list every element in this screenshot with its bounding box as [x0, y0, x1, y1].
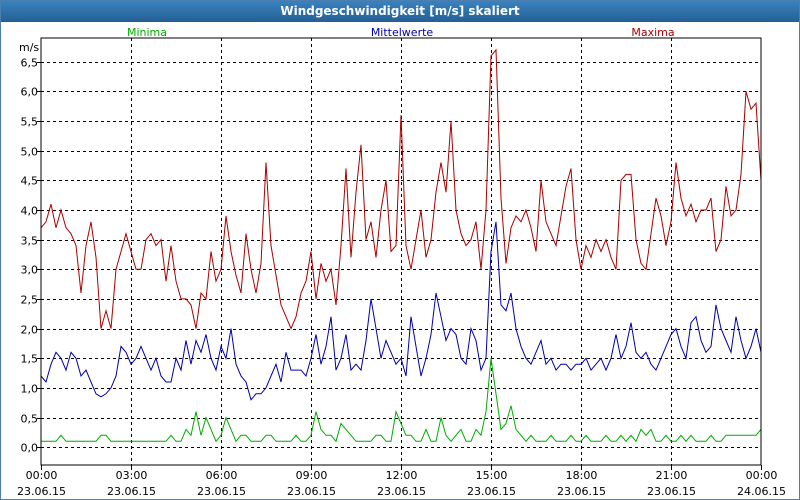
y-tick-label: 5,5: [21, 116, 39, 129]
y-tick-label: 1,0: [21, 383, 39, 396]
y-tick-label: 3,5: [21, 235, 39, 248]
y-tick-label: 2,5: [21, 294, 39, 307]
window-title: Windgeschwindigkeit [m/s] skaliert: [1, 1, 799, 22]
x-tick-date-label: 23.06.15: [557, 485, 606, 498]
x-tick-date-label: 23.06.15: [647, 485, 696, 498]
x-tick-time-label: 18:00: [566, 469, 598, 482]
axes: 0,0 0,5 1,0 1,5 2,0 2,5 3,0 3,5 4,0 4,5 5,0 5,5 6,0 6…: [17, 37, 786, 498]
y-tick-label: 4,0: [21, 205, 39, 218]
y-tick-label: 1,5: [21, 353, 39, 366]
x-tick-time-label: 00:00: [26, 469, 58, 482]
y-tick-label: 3,0: [21, 264, 39, 277]
y-tick-label: 4,5: [21, 175, 39, 188]
x-tick-date-label: 23.06.15: [467, 485, 516, 498]
y-tick-label: 0,0: [21, 442, 39, 455]
y-tick-label: 5,0: [21, 146, 39, 159]
wind-speed-chart: 0,0 0,5 1,0 1,5 2,0 2,5 3,0 3,5 4,0 4,5 5,0 5,5 6,0 6…: [17, 26, 786, 498]
legend: Minima Mittelwerte Maxima: [127, 26, 675, 39]
x-tick-date-label: 23.06.15: [377, 485, 426, 498]
x-tick-time-label: 09:00: [296, 469, 328, 482]
y-tick-label: 6,5: [21, 57, 39, 70]
legend-entry-minima: Minima: [127, 26, 167, 39]
x-tick-time-label: 15:00: [476, 469, 508, 482]
y-tick-label: 0,5: [21, 413, 39, 426]
legend-entry-mittelwerte: Mittelwerte: [371, 26, 434, 39]
y-axis-label: m/s: [19, 41, 39, 54]
x-tick-time-label: 00:00: [746, 469, 778, 482]
series-lines: [40, 48, 762, 443]
x-tick-date-label: 23.06.15: [17, 485, 66, 498]
x-tick-time-label: 21:00: [656, 469, 688, 482]
x-tick-time-label: 12:00: [386, 469, 418, 482]
x-tick-date-label: 23.06.15: [197, 485, 246, 498]
x-tick-date-label: 23.06.15: [287, 485, 336, 498]
y-tick-label: 6,0: [21, 86, 39, 99]
grid: [41, 38, 761, 465]
series-line-maxima: [40, 48, 762, 330]
series-line-minima: [41, 358, 762, 443]
legend-entry-maxima: Maxima: [631, 26, 674, 39]
x-tick-date-label: 24.06.15: [737, 485, 786, 498]
x-tick-date-label: 23.06.15: [107, 485, 156, 498]
x-tick-time-label: 03:00: [116, 469, 148, 482]
y-tick-label: 2,0: [21, 324, 39, 337]
series-line-mittelwerte: [40, 221, 762, 401]
x-tick-time-label: 06:00: [206, 469, 238, 482]
